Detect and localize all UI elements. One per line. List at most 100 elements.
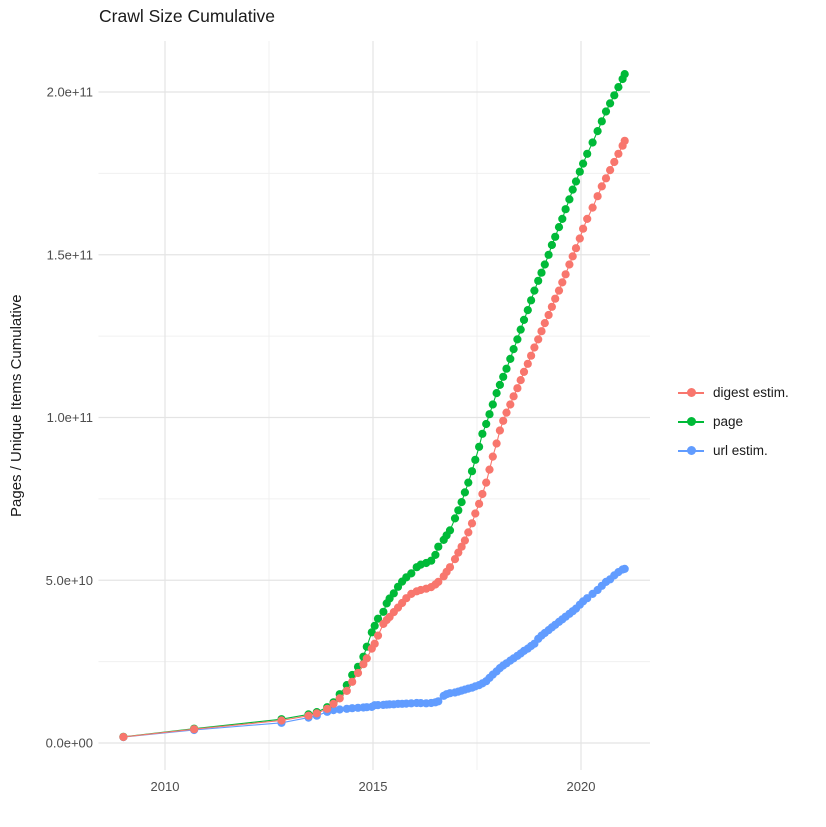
y-tick-label: 5.0e+10 [46, 573, 93, 588]
data-point-digest [523, 359, 532, 368]
data-point-page [467, 467, 477, 476]
data-point-page [434, 542, 443, 551]
data-point-digest [348, 677, 357, 686]
data-point-page [606, 99, 615, 108]
data-point-page [379, 607, 388, 616]
data-point-digest [527, 351, 536, 360]
data-point-url [329, 706, 338, 715]
data-point-digest [482, 478, 491, 487]
y-tick-label: 1.0e+11 [47, 410, 93, 425]
data-point-digest [434, 577, 443, 587]
data-point-digest [606, 166, 615, 175]
y-tick-label: 0.0e+00 [46, 736, 93, 751]
series-page [119, 70, 629, 741]
data-point-digest [601, 174, 611, 183]
data-point-digest [353, 668, 363, 678]
data-point-page [499, 372, 508, 381]
data-point-digest [565, 260, 574, 269]
x-tick-label: 2010 [151, 779, 180, 794]
data-point-page [601, 107, 611, 116]
data-point-page [370, 621, 379, 630]
data-point-page [485, 410, 494, 419]
data-point-digest [593, 192, 602, 201]
data-point-page [561, 205, 570, 214]
data-point-page [527, 296, 536, 305]
legend-key-dot-icon [686, 388, 696, 397]
data-point-page [502, 364, 511, 373]
data-point-digest [506, 400, 515, 409]
data-point-page [460, 488, 469, 497]
data-point-page [551, 232, 560, 241]
data-point-page [495, 380, 504, 389]
data-point-digest [467, 519, 477, 528]
legend-item-digest: digest estim. [678, 378, 789, 407]
data-point-page [367, 628, 376, 637]
data-point-page [519, 315, 529, 324]
data-point-digest [519, 367, 529, 376]
data-point-digest [534, 335, 543, 344]
data-point-digest [568, 252, 577, 261]
data-point-page [464, 478, 473, 487]
data-point-digest [119, 732, 128, 742]
x-tick-label: 2015 [359, 779, 388, 794]
data-point-digest [537, 327, 546, 336]
data-point-digest [551, 294, 560, 303]
data-point-page [457, 498, 466, 507]
data-point-digest [571, 244, 581, 253]
data-point-digest [620, 136, 629, 145]
data-point-digest [475, 499, 484, 508]
data-point-page [534, 276, 543, 285]
y-tick-label: 2.0e+11 [47, 85, 93, 100]
data-point-digest [464, 528, 473, 537]
legend-item-page: page [678, 407, 789, 436]
series-digest [119, 136, 629, 742]
data-point-digest [558, 278, 567, 287]
data-point-page [488, 400, 497, 409]
data-point-page [431, 550, 440, 560]
data-point-url [335, 705, 344, 714]
data-point-digest [583, 214, 592, 223]
data-point-digest [614, 149, 623, 158]
data-point-digest [575, 234, 584, 243]
data-point-digest [492, 439, 501, 448]
data-point-page [454, 506, 463, 515]
data-point-digest [554, 286, 564, 295]
legend: digest estim. page url estim. [678, 378, 789, 465]
data-point-digest [597, 182, 606, 191]
data-point-digest [540, 319, 549, 328]
data-point-page [373, 614, 383, 623]
data-point-page [509, 345, 518, 354]
x-tick-label: 2020 [567, 779, 596, 794]
data-point-page [516, 325, 525, 334]
data-point-digest [335, 694, 344, 703]
data-point-digest [373, 631, 383, 640]
data-point-page [583, 149, 592, 158]
data-point-page [407, 569, 416, 578]
data-point-digest [471, 509, 480, 518]
data-point-page [537, 268, 546, 277]
data-point-digest [323, 704, 332, 713]
data-point-digest [329, 699, 338, 709]
legend-key-line [678, 446, 704, 455]
chart-title: Crawl Size Cumulative [99, 6, 276, 26]
data-point-page [610, 91, 619, 100]
data-point-page [492, 389, 501, 398]
legend-key-line [678, 417, 704, 426]
data-point-digest [460, 536, 469, 545]
data-point-page [579, 159, 588, 168]
data-point-digest [516, 376, 525, 385]
data-point-digest [530, 343, 539, 352]
data-point-page [513, 335, 522, 344]
data-point-digest [579, 224, 588, 233]
data-point-digest [342, 686, 351, 696]
data-point-page [554, 223, 564, 232]
data-point-digest [450, 555, 460, 564]
data-point-digest [610, 157, 619, 167]
data-point-page [478, 429, 487, 438]
data-point-page [547, 240, 557, 250]
legend-label: url estim. [713, 443, 768, 458]
data-point-digest [561, 270, 570, 279]
legend-key-dot-icon [686, 417, 696, 426]
